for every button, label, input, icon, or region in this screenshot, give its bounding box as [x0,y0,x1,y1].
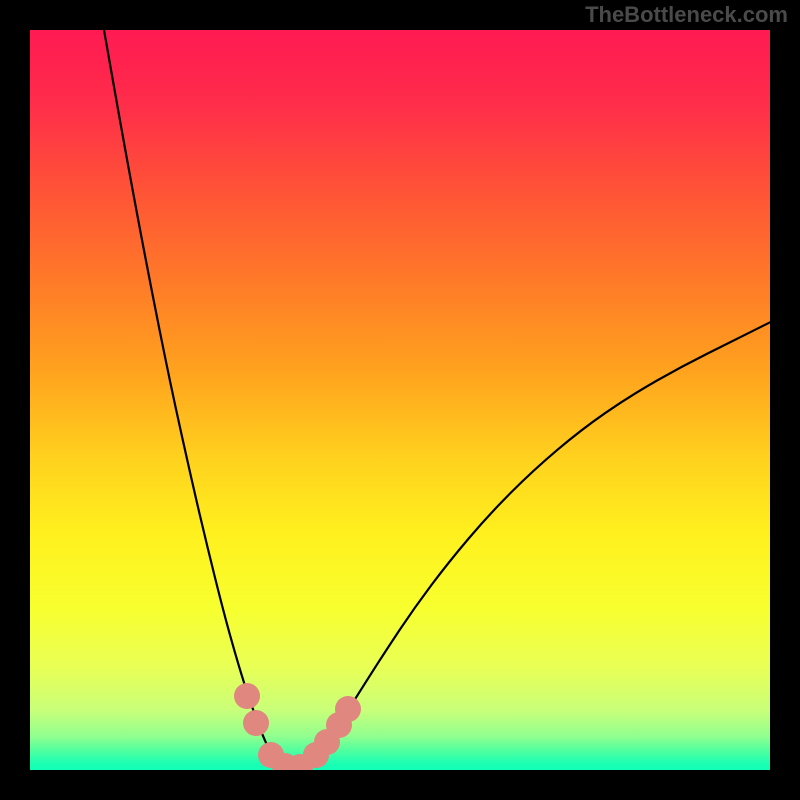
markers-layer [30,30,770,770]
bottleneck-marker [243,710,269,736]
plot-area [30,30,770,770]
bottleneck-marker [234,683,260,709]
watermark-text: TheBottleneck.com [585,2,788,28]
bottleneck-marker [335,696,361,722]
